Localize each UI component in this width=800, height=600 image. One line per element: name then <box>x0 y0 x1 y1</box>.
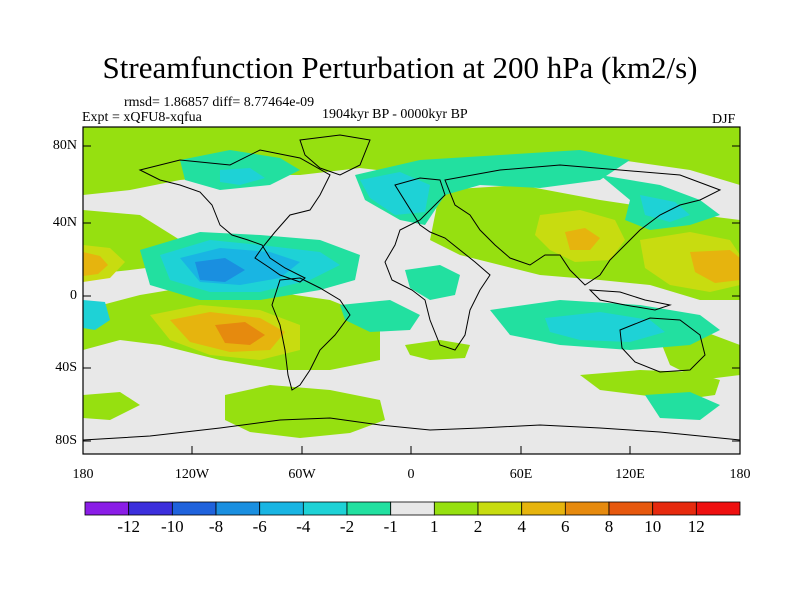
colorbar-swatch <box>477 501 523 516</box>
lon-label-120w: 120W <box>174 467 210 482</box>
period-label: 1904kyr BP - 0000kyr BP <box>322 107 468 122</box>
lat-label-40s: 40S <box>55 360 77 375</box>
field-eurasia-low-core <box>360 172 430 215</box>
colorbar-swatch <box>302 501 348 516</box>
colorbar-label: 8 <box>604 517 614 536</box>
field-asia-high-core <box>565 228 600 250</box>
colorbar-label: -2 <box>339 517 355 536</box>
lat-label-80n: 80N <box>52 138 77 153</box>
colorbar-label: 12 <box>687 517 705 536</box>
europe-africa-coast <box>384 177 491 351</box>
colorbar-swatch <box>390 501 435 516</box>
lon-label-180-west: 180 <box>72 467 94 482</box>
field-tropical-east-pacific-core <box>195 258 245 282</box>
field-southern-ocean <box>225 385 385 438</box>
indonesia-coast <box>588 289 672 311</box>
colorbar-swatch <box>608 501 654 516</box>
colorbar-label: 1 <box>430 517 439 536</box>
asia-coast <box>444 164 722 286</box>
field-far-west-low <box>83 300 110 330</box>
colorbar <box>84 501 741 516</box>
chart-title: Streamfunction Perturbation at 200 hPa (… <box>102 50 698 85</box>
lon-label-180-east: 180 <box>729 467 751 482</box>
colorbar-label: 2 <box>473 517 483 536</box>
colorbar-label: -1 <box>383 517 398 536</box>
field-north-pacific-low-core <box>640 195 690 222</box>
lat-label-40n: 40N <box>52 215 77 230</box>
colorbar-swatch <box>652 501 697 516</box>
lat-label-80s: 80S <box>55 433 77 448</box>
lon-label-60w: 60W <box>288 467 316 482</box>
colorbar-swatch <box>564 501 610 516</box>
colorbar-swatch <box>128 501 173 516</box>
lon-label-120e: 120E <box>615 467 645 482</box>
north-america-coast <box>138 149 331 283</box>
field-equatorial-atlantic-low <box>340 300 420 332</box>
lon-label-60e: 60E <box>509 467 533 482</box>
colorbar-swatch <box>433 501 479 516</box>
south-america-coast <box>271 277 351 391</box>
colorbar-label: 6 <box>561 517 570 536</box>
contour-fields <box>83 127 740 438</box>
field-southwest-pacific <box>83 392 140 420</box>
field-west-pacific-high-core <box>83 252 108 276</box>
field-south-pacific-high-inner <box>215 322 265 345</box>
field-south-atlantic <box>405 340 470 360</box>
colorbar-label: -8 <box>208 517 224 536</box>
colorbar-label: -4 <box>296 517 311 536</box>
colorbar-label: 4 <box>517 517 526 536</box>
lon-label-0: 0 <box>407 467 415 482</box>
colorbar-label: -6 <box>252 517 267 536</box>
experiment-label: Expt = xQFU8-xqfua <box>82 110 202 125</box>
field-indian-ocean-low-core <box>545 312 665 342</box>
field-arctic-band <box>83 127 740 195</box>
antarctica-coast <box>83 417 740 441</box>
field-north-pacific-high-core <box>690 250 740 283</box>
colorbar-swatch <box>84 501 130 516</box>
lat-label-0: 0 <box>70 288 77 303</box>
stats-line: rmsd= 1.86857 diff= 8.77464e-09 <box>124 95 315 110</box>
colorbar-label: 10 <box>644 517 662 536</box>
colorbar-label: -12 <box>117 517 141 536</box>
australia-coast <box>619 317 706 373</box>
colorbar-swatch <box>521 501 566 516</box>
colorbar-swatch <box>346 501 392 516</box>
greenland-coast <box>299 134 371 176</box>
axis-ticks <box>82 145 741 454</box>
field-southeast-pacific-low <box>645 392 720 420</box>
season-label: DJF <box>712 112 736 127</box>
coastlines <box>83 134 740 441</box>
field-north-africa-low <box>405 265 460 300</box>
colorbar-swatch <box>171 501 217 516</box>
field-arctic-low-core <box>220 168 265 185</box>
colorbar-swatch <box>259 501 304 516</box>
colorbar-swatch <box>695 501 741 516</box>
colorbar-label: -10 <box>160 517 184 536</box>
colorbar-swatch <box>215 501 261 516</box>
